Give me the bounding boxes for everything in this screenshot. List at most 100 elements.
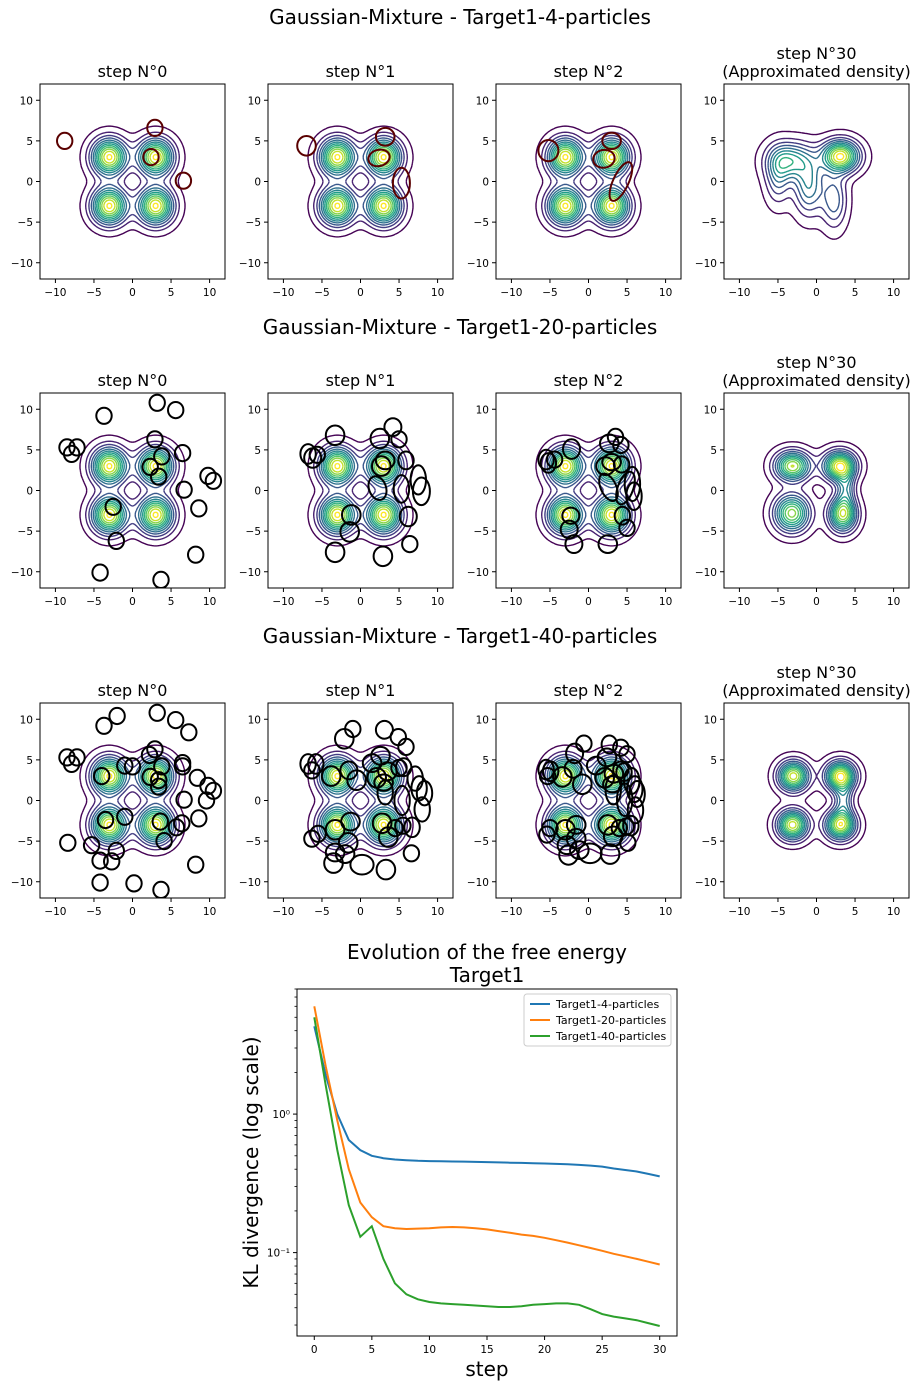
legend-box	[523, 993, 672, 1047]
contour-level	[327, 765, 394, 836]
particle-ellipse	[402, 844, 421, 863]
contour-level	[94, 450, 171, 531]
particle-ellipse	[125, 874, 143, 893]
y-tick-label: 10	[704, 404, 717, 416]
particle-ellipse	[95, 716, 113, 735]
y-tick-label: 0	[710, 796, 717, 808]
y-tick-label: −10	[239, 877, 261, 889]
y-tick-label: −10	[239, 567, 261, 579]
particles	[296, 126, 411, 200]
y-tick-label: 10	[20, 404, 33, 416]
contour-level	[835, 152, 845, 161]
particle-ellipse	[537, 448, 555, 471]
y-tick-label: 5	[26, 136, 33, 148]
x-tick-label: 10	[431, 287, 444, 299]
particle-ellipse	[174, 171, 193, 190]
y-tick-label: −5	[702, 836, 717, 848]
x-tick-label: −5	[314, 906, 329, 918]
particle-ellipse	[303, 761, 321, 780]
particle-ellipse	[346, 769, 367, 792]
x-tick-label: −10	[272, 906, 294, 918]
contour-level	[559, 150, 618, 213]
particle-ellipse	[602, 775, 623, 794]
particle-ellipse	[397, 737, 415, 757]
y-tick-label: 0	[254, 486, 261, 498]
y-tick-label: 0	[254, 796, 261, 808]
contour-level	[555, 455, 622, 526]
contour-level	[788, 770, 847, 830]
particle-ellipse	[308, 445, 326, 464]
contour-level	[557, 148, 620, 215]
panel-frame	[723, 392, 910, 589]
contour-level	[553, 144, 624, 219]
panel-frame	[723, 702, 910, 899]
particle-ellipse	[565, 742, 585, 765]
x-tick-label: 5	[168, 596, 175, 608]
legend: Target1-4-particles Target1-20-particles T…	[523, 993, 672, 1047]
density-contours	[766, 750, 867, 851]
particle-ellipse	[373, 773, 394, 792]
contour-level	[541, 131, 636, 232]
particle-ellipse	[413, 796, 431, 823]
contour-level	[559, 459, 618, 522]
contour-level	[548, 139, 629, 224]
y-axis-label: KL divergence (log scale)	[239, 1036, 263, 1288]
contour-level	[774, 450, 858, 532]
particle-ellipse	[374, 450, 396, 471]
x-tick-label: 5	[624, 906, 631, 918]
y-tick-label: −10	[695, 567, 717, 579]
particle-ellipse	[606, 427, 625, 446]
contour-rows: Gaussian-Mixture - Target1-4-particles st…	[11, 5, 911, 918]
y-tick-label: 10	[20, 714, 33, 726]
x-tick-label: −10	[728, 596, 750, 608]
contour-level	[322, 141, 399, 222]
y-tick-label: 5	[710, 755, 717, 767]
x-tick-label: 10	[431, 596, 444, 608]
x-tick-label: 10	[659, 596, 672, 608]
particle-ellipse	[376, 779, 394, 806]
particle-ellipse	[96, 810, 115, 830]
contour-level	[79, 125, 186, 238]
row-title: Gaussian-Mixture - Target1-20-particles	[263, 315, 658, 339]
y-tick-label: −10	[239, 258, 261, 270]
contour-level	[828, 147, 852, 167]
axis-ticks: −10 −10 −5 −5 0 0 5 5 10 10	[467, 95, 672, 299]
particle-ellipse	[608, 161, 634, 202]
particle-ellipse	[190, 499, 208, 518]
panel: step N°1 −10 −10 −5 −5 0 0 5 5 10 10	[239, 371, 454, 608]
contour-level	[766, 750, 867, 851]
particle-ellipse	[180, 723, 198, 742]
particle-ellipse	[167, 711, 185, 730]
y-tick-label: 5	[710, 445, 717, 457]
particles	[58, 703, 223, 898]
particles	[537, 427, 643, 554]
panel-frame	[267, 392, 454, 589]
particles	[537, 131, 634, 202]
particle-ellipse	[559, 519, 579, 540]
particle-ellipse	[173, 444, 192, 463]
particle-ellipse	[82, 836, 101, 855]
particle-ellipse	[299, 443, 317, 465]
x-tick-label: −10	[500, 906, 522, 918]
particle-ellipse	[601, 453, 622, 472]
x-tick-label: 0	[813, 287, 820, 299]
contour-level	[782, 456, 852, 525]
x-tick-label: −5	[314, 287, 329, 299]
particle-ellipse	[545, 450, 564, 469]
particle-ellipse	[91, 563, 109, 582]
x-tick-label: 10	[203, 287, 216, 299]
x-tick-label: 0	[129, 906, 136, 918]
particle-ellipse	[375, 858, 397, 881]
contour-level	[325, 144, 396, 219]
y-tick-label: −5	[18, 526, 33, 538]
particle-ellipse	[537, 139, 560, 163]
particle-ellipse	[555, 819, 576, 841]
y-tick-label: −5	[246, 836, 261, 848]
particle-ellipse	[104, 497, 122, 516]
particle-ellipse	[151, 812, 170, 831]
particle-ellipse	[107, 531, 126, 551]
x-tick-label: 5	[852, 906, 859, 918]
y-tick-label: 5	[26, 755, 33, 767]
particle-ellipse	[367, 148, 391, 168]
series-line-1	[313, 1026, 660, 1178]
